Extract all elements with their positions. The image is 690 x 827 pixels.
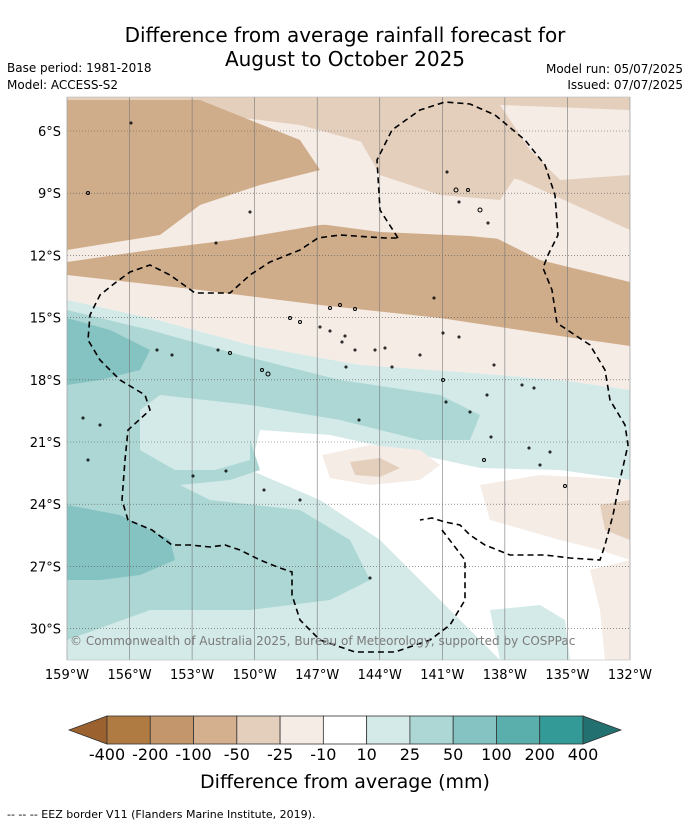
- wet-band-dark: [67, 318, 175, 580]
- lat-tick-label: 27°S: [30, 560, 61, 575]
- model-run-label: Model run: 05/07/2025: [545, 62, 683, 76]
- longitude-labels: 159°W 156°W 153°W 150°W 147°W 144°W 141°W 138°W…: [45, 668, 652, 683]
- lon-tick-label: 159°W: [45, 668, 89, 683]
- copyright-notice: © Commonwealth of Australia 2025, Bureau…: [70, 634, 576, 648]
- base-period-label: Base period: 1981-2018: [7, 61, 152, 75]
- model-label: Model: ACCESS-S2: [7, 78, 119, 92]
- lat-tick-label: 21°S: [30, 436, 61, 451]
- map-area: [67, 97, 630, 660]
- dry-patch-east-inner: [600, 500, 630, 540]
- colorbar-tick-label: 100: [481, 745, 512, 764]
- colorbar-tick-label: 25: [399, 745, 421, 764]
- lat-tick-label: 12°S: [30, 249, 61, 264]
- lat-tick-label: 6°S: [38, 125, 61, 140]
- neutral-area-northeast: [500, 105, 630, 180]
- eez-border: [87, 101, 629, 653]
- lon-tick-label: 147°W: [295, 668, 339, 683]
- colorbar-tick-label: -25: [267, 745, 294, 764]
- eez-footnote: -- -- -- EEZ border V11 (Flanders Marine…: [7, 808, 316, 821]
- lon-tick-label: 135°W: [545, 668, 589, 683]
- colorbar-segment: [106, 715, 151, 745]
- colorbar-segment: [149, 715, 194, 745]
- dry-band-dark-north: [67, 100, 320, 250]
- lat-tick-label: 18°S: [30, 374, 61, 389]
- colorbar-segment: [496, 715, 541, 745]
- colorbar-tick-label: -10: [310, 745, 337, 764]
- lon-tick-label: 153°W: [170, 668, 214, 683]
- islands: [81, 121, 567, 580]
- colorbar: [67, 715, 623, 745]
- lon-tick-label: 141°W: [420, 668, 464, 683]
- eez-border-south: [87, 234, 466, 653]
- lon-tick-label: 138°W: [483, 668, 527, 683]
- eez-border-main: [376, 101, 629, 561]
- dry-patch-east: [480, 475, 630, 560]
- colorbar-segment: [322, 715, 368, 745]
- dry-band-dark-central: [67, 220, 630, 346]
- chart-title-line1: Difference from average rainfall forecas…: [124, 23, 566, 47]
- chart-title-line2: August to October 2025: [224, 47, 466, 71]
- colorbar-segment: [279, 715, 324, 745]
- colorbar-extend-low: [67, 715, 108, 745]
- lon-tick-label: 144°W: [358, 668, 402, 683]
- lat-tick-label: 15°S: [30, 312, 61, 327]
- wet-patch-south: [490, 605, 570, 660]
- colorbar-tick-label: -100: [175, 745, 212, 764]
- colorbar-tick-label: -400: [88, 745, 126, 764]
- colorbar-segment: [539, 715, 584, 745]
- colorbar-segment: [193, 715, 238, 745]
- colorbar-tick-label: 200: [524, 745, 555, 764]
- neutral-area-north: [205, 185, 630, 250]
- lon-tick-label: 156°W: [107, 668, 151, 683]
- lat-tick-label: 30°S: [30, 623, 61, 638]
- latitude-labels: 6°S 9°S 12°S 15°S 18°S 21°S 24°S 27°S 30°S: [30, 125, 61, 638]
- dry-band-dark-east: [360, 140, 520, 200]
- dry-band-mid: [67, 97, 630, 230]
- colorbar-segment: [452, 715, 497, 745]
- map-frame: [66, 96, 631, 661]
- wet-patch-light: [140, 410, 250, 470]
- colorbar-tick-label: -50: [223, 745, 250, 764]
- lon-tick-label: 132°W: [608, 668, 652, 683]
- colorbar-extend-high: [582, 715, 623, 745]
- dry-patch-central-inner: [350, 458, 400, 477]
- colorbar-tick-label: 400: [567, 745, 599, 764]
- colorbar-tick-label: 50: [442, 745, 464, 764]
- colorbar-tick-label: 10: [356, 745, 377, 764]
- colorbar-tick-label: -200: [132, 745, 169, 764]
- lat-tick-label: 9°S: [38, 187, 61, 202]
- issued-label: Issued: 07/07/2025: [567, 78, 683, 92]
- colorbar-segment: [236, 715, 281, 745]
- colorbar-segment: [409, 715, 454, 745]
- lat-tick-label: 24°S: [30, 498, 61, 513]
- colorbar-title: Difference from average (mm): [200, 771, 490, 793]
- lon-tick-label: 150°W: [233, 668, 277, 683]
- dry-patch-southeast: [590, 560, 630, 660]
- colorbar-segment: [366, 715, 411, 745]
